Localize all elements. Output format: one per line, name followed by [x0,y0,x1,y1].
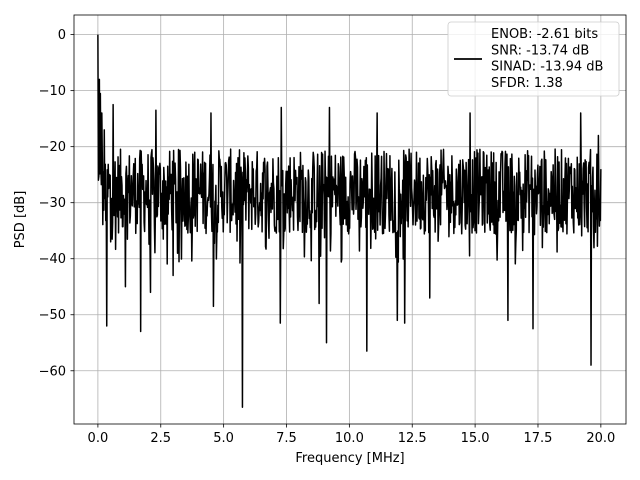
series-layer [97,34,602,408]
y-tick-label: −60 [39,364,66,379]
axes-frame [73,14,627,425]
y-tick-label: −50 [39,308,66,323]
x-tick-label: 0.0 [88,431,109,446]
legend-enob: ENOB: -2.61 bits [491,27,598,42]
y-axis-label: PSD [dB] [13,191,28,249]
legend-sfdr: SFDR: 1.38 [491,76,563,91]
x-tick-label: 7.5 [276,431,297,446]
legend: ENOB: -2.61 bits SNR: -13.74 dB SINAD: -… [447,21,620,97]
y-tick-label: −20 [39,140,66,155]
x-tick-label: 17.5 [524,431,553,446]
legend-box [447,21,620,97]
legend-snr: SNR: -13.74 dB [491,43,589,58]
tick-layer: 0.0 2.5 5.0 7.5 10.0 12.5 15.0 17.5 20.0 0 −10 −20 −… [39,28,616,446]
y-tick-label: −10 [39,84,66,99]
x-tick-label: 15.0 [461,431,490,446]
x-tick-label: 10.0 [335,431,364,446]
y-tick-label: 0 [58,28,66,43]
x-tick-label: 12.5 [398,431,427,446]
y-tick-label: −30 [39,196,66,211]
y-tick-label: −40 [39,252,66,267]
x-tick-label: 2.5 [150,431,171,446]
x-tick-label: 20.0 [586,431,615,446]
legend-sinad: SINAD: -13.94 dB [491,60,603,75]
x-axis-label: Frequency [MHz] [295,451,404,466]
x-tick-label: 5.0 [213,431,234,446]
psd-series-line [97,34,602,408]
